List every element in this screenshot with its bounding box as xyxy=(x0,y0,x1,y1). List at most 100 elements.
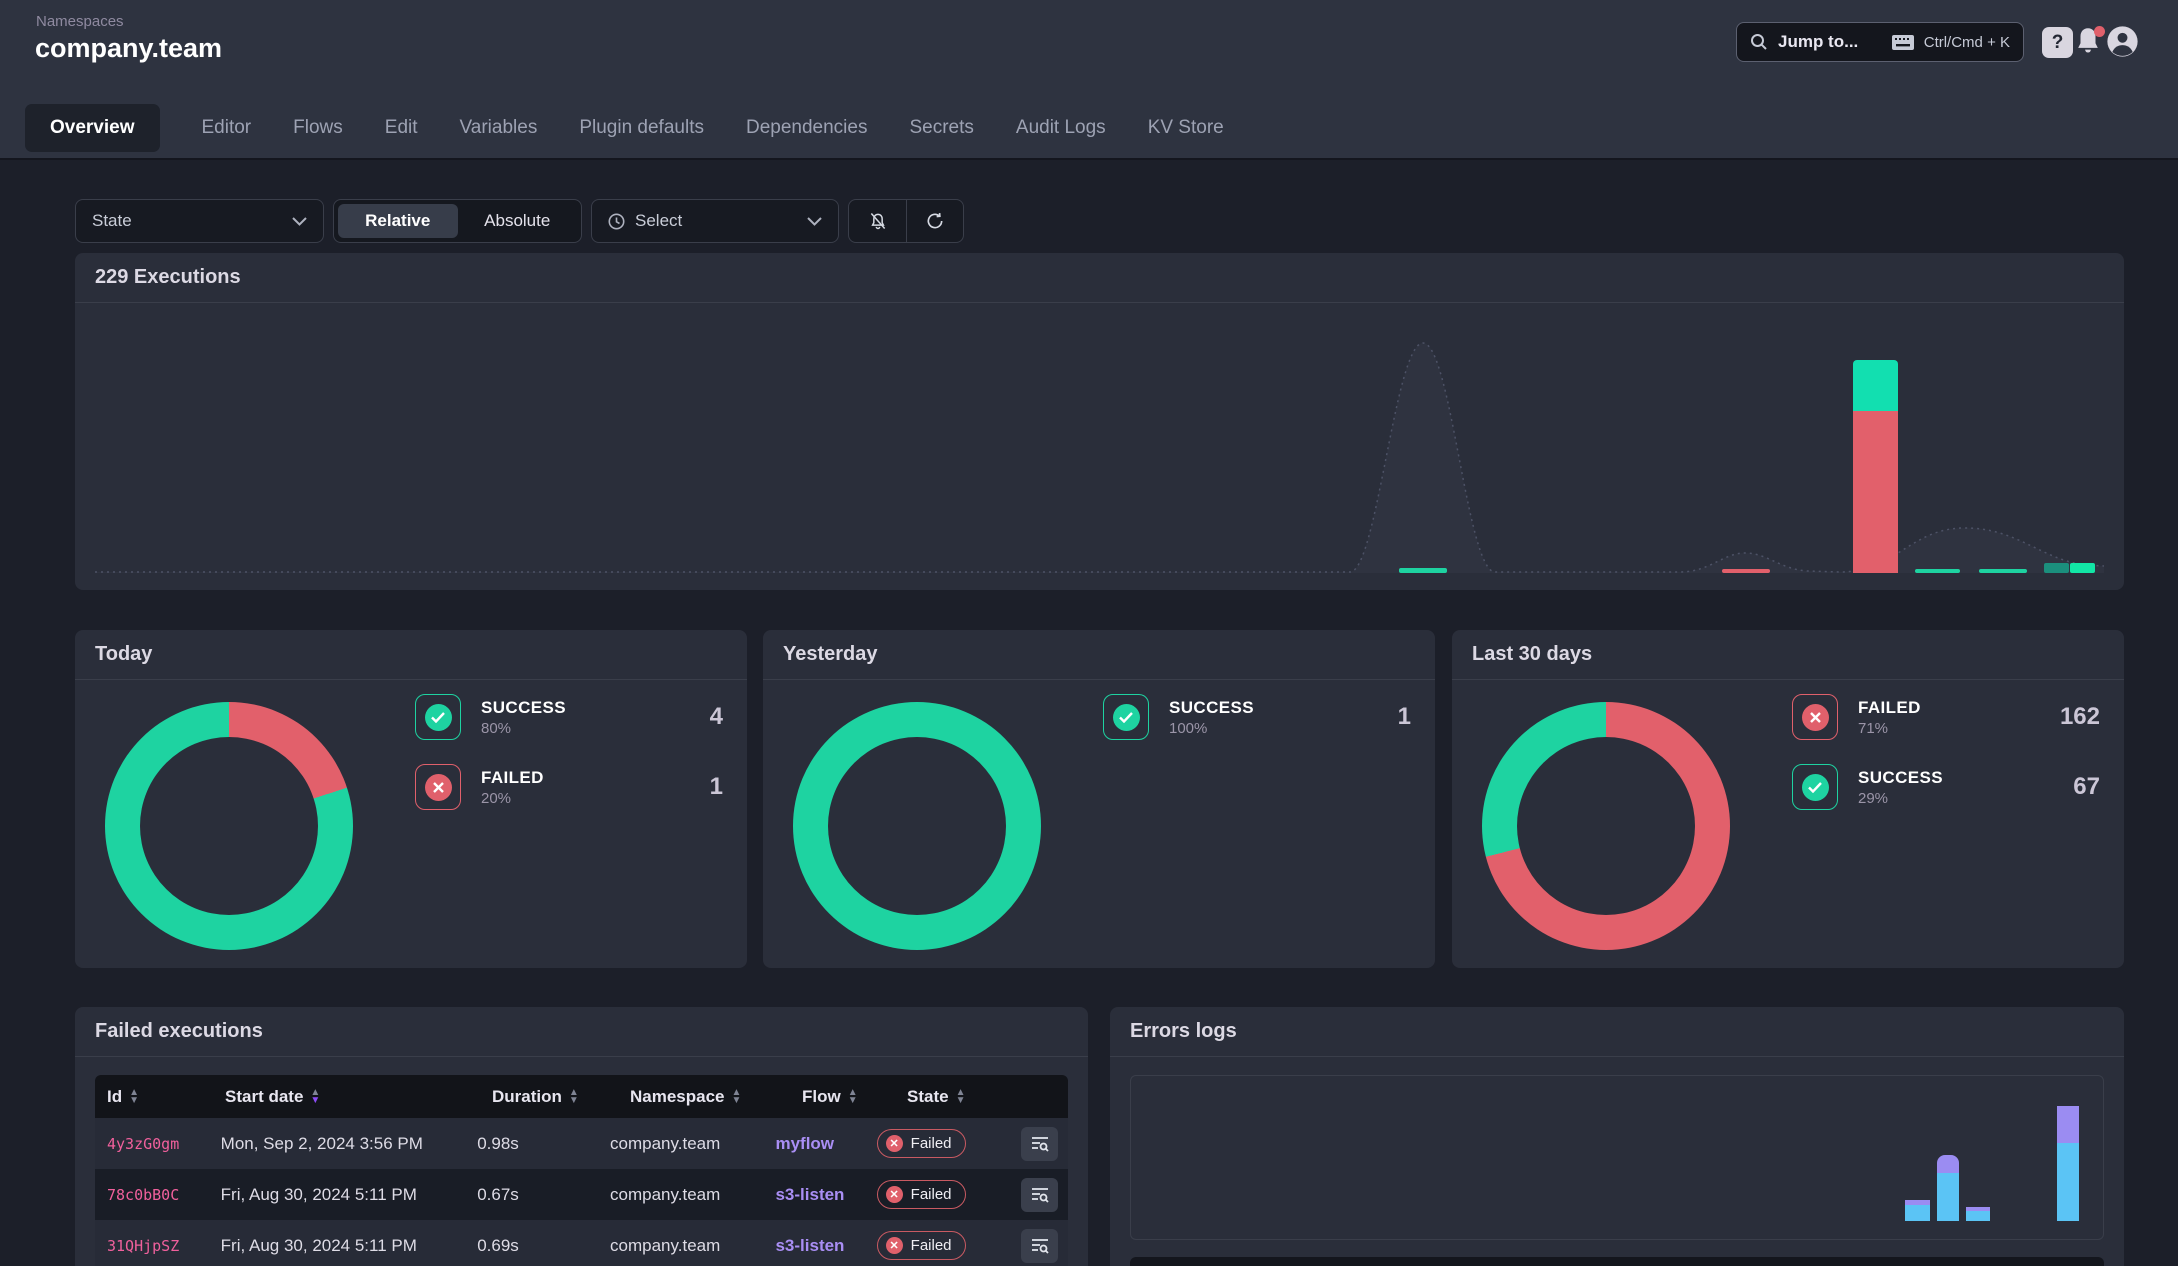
timeline-mark xyxy=(2043,563,2069,573)
flow-link[interactable]: myflow xyxy=(775,1133,835,1153)
absolute-toggle[interactable]: Absolute xyxy=(484,211,551,230)
last-30-days-donut-chart xyxy=(1482,702,1730,950)
tab-edit[interactable]: Edit xyxy=(384,117,418,138)
timeline-mark xyxy=(1915,569,1961,573)
failed-state-badge: ✕ Failed xyxy=(876,1231,966,1260)
search-placeholder: Jump to... xyxy=(1778,32,1859,51)
column-header-namespace[interactable]: Namespace ▲ ▼ xyxy=(630,1086,742,1106)
duration-curve xyxy=(95,342,2104,573)
execution-id-link[interactable]: 31QHjpSZ xyxy=(107,1236,180,1255)
tab-editor[interactable]: Editor xyxy=(201,117,252,138)
chevron-down-icon xyxy=(807,216,822,226)
tab-flows[interactable]: Flows xyxy=(293,117,343,138)
failed-x-icon xyxy=(1792,694,1838,740)
search-shortcut: Ctrl/Cmd + K xyxy=(1923,33,2010,51)
notifications-button[interactable] xyxy=(2074,26,2106,58)
log-level-bar xyxy=(1937,1155,1959,1221)
execution-row[interactable]: 78c0bB0C Fri, Aug 30, 2024 5:11 PM 0.67s… xyxy=(95,1169,1068,1220)
start-date-cell: Mon, Sep 2, 2024 3:56 PM xyxy=(220,1133,423,1153)
flow-link[interactable]: s3-listen xyxy=(775,1235,845,1255)
time-range-select[interactable]: Select xyxy=(591,199,839,243)
jump-to-search[interactable]: Jump to... Ctrl/Cmd + K xyxy=(1736,22,2024,62)
sort-icon: ▲ ▼ xyxy=(129,1086,140,1106)
refresh-button[interactable] xyxy=(906,200,963,242)
column-header-duration[interactable]: Duration ▲ ▼ xyxy=(492,1086,579,1106)
executions-timeline-chart xyxy=(95,303,2104,573)
sort-icon: ▲ ▼ xyxy=(310,1086,321,1106)
duration-cell: 0.98s xyxy=(477,1133,519,1153)
relative-toggle[interactable]: Relative xyxy=(338,204,458,238)
today-card: Today SUCCESS 80% 4 FAILED 20% 1 xyxy=(75,630,747,968)
tab-audit-logs[interactable]: Audit Logs xyxy=(1015,117,1106,138)
timeline-mark xyxy=(2069,563,2095,573)
help-button[interactable]: ? xyxy=(2042,27,2073,58)
execution-row[interactable]: 31QHjpSZ Fri, Aug 30, 2024 5:11 PM 0.69s… xyxy=(95,1220,1068,1266)
legend-pct: 29% xyxy=(1858,789,1889,807)
tab-secrets[interactable]: Secrets xyxy=(909,117,974,138)
tab-kv-store[interactable]: KV Store xyxy=(1147,117,1224,138)
auto-refresh-off-button[interactable] xyxy=(849,200,906,242)
chevron-down-icon xyxy=(292,216,307,226)
view-logs-button[interactable] xyxy=(1021,1177,1058,1212)
account-avatar[interactable] xyxy=(2106,25,2139,58)
executions-chart-title: 229 Executions xyxy=(95,266,241,288)
time-mode-toggle: Relative Absolute xyxy=(333,199,582,243)
legend-value: 1 xyxy=(1397,703,1411,730)
failed-x-icon xyxy=(415,764,461,810)
failed-executions-title: Failed executions xyxy=(95,1020,263,1042)
execution-id-link[interactable]: 4y3zG0gm xyxy=(107,1134,180,1153)
sort-icon: ▲ ▼ xyxy=(568,1086,579,1106)
log-level-bar xyxy=(1966,1207,1990,1221)
log-level-bar xyxy=(1905,1200,1930,1221)
log-level-bar xyxy=(2057,1106,2079,1221)
log-search-icon xyxy=(1031,1238,1049,1254)
failed-executions-table: Id ▲ ▼ Start date ▲ ▼ Duration ▲ ▼ Namespac… xyxy=(95,1075,1068,1266)
legend-row-failed: FAILED 71% 162 xyxy=(1792,694,2100,740)
legend-label: SUCCESS xyxy=(1169,697,1254,717)
yesterday-donut-chart xyxy=(793,702,1041,950)
sort-icon: ▲ ▼ xyxy=(955,1086,966,1106)
timeline-stacked-bar[interactable] xyxy=(1852,360,1898,573)
keyboard-icon xyxy=(1891,34,1914,50)
legend-label: FAILED xyxy=(481,767,544,787)
tab-dependencies[interactable]: Dependencies xyxy=(745,117,868,138)
log-entry-row[interactable] xyxy=(1130,1257,2104,1266)
column-header-state[interactable]: State ▲ ▼ xyxy=(907,1086,966,1106)
execution-id-link[interactable]: 78c0bB0C xyxy=(107,1185,180,1204)
legend-pct: 100% xyxy=(1169,719,1208,737)
column-header-id[interactable]: Id ▲ ▼ xyxy=(107,1086,140,1106)
refresh-icon xyxy=(927,213,943,229)
log-search-icon xyxy=(1031,1136,1049,1152)
legend-pct: 20% xyxy=(481,789,512,807)
errors-logs-card: Errors logs xyxy=(1110,1007,2124,1266)
legend-row-success: SUCCESS 100% 1 xyxy=(1103,694,1411,740)
tab-plugin-defaults[interactable]: Plugin defaults xyxy=(579,117,704,138)
tab-variables[interactable]: Variables xyxy=(459,117,538,138)
today-title: Today xyxy=(95,643,153,665)
top-bar: Namespaces company.team Jump to... Ctrl/… xyxy=(0,0,2178,160)
errors-logs-chart xyxy=(1130,1075,2104,1240)
notification-dot xyxy=(2094,26,2105,37)
legend-label: SUCCESS xyxy=(1858,767,1943,787)
bar-failed-segment xyxy=(1852,411,1898,573)
breadcrumb[interactable]: Namespaces xyxy=(36,13,124,30)
legend-row-success: SUCCESS 80% 4 xyxy=(415,694,723,740)
view-logs-button[interactable] xyxy=(1021,1228,1058,1263)
state-filter-select[interactable]: State xyxy=(75,199,324,243)
legend-value: 162 xyxy=(2059,703,2100,730)
execution-row[interactable]: 4y3zG0gm Mon, Sep 2, 2024 3:56 PM 0.98s … xyxy=(95,1118,1068,1169)
failed-executions-card: Failed executions Id ▲ ▼ Start date ▲ ▼ Du… xyxy=(75,1007,1088,1266)
flow-link[interactable]: s3-listen xyxy=(775,1184,845,1204)
log-search-icon xyxy=(1031,1187,1049,1203)
errors-logs-title: Errors logs xyxy=(1130,1020,1237,1042)
legend-label: SUCCESS xyxy=(481,697,566,717)
bar-success-segment xyxy=(1852,360,1898,412)
legend-row-failed: FAILED 20% 1 xyxy=(415,764,723,810)
tab-overview[interactable]: Overview xyxy=(25,104,160,152)
search-icon xyxy=(1750,33,1768,51)
success-check-icon xyxy=(1792,764,1838,810)
namespace-tabs: Overview Editor Flows Edit Variables Plu… xyxy=(25,104,1224,152)
column-header-flow[interactable]: Flow ▲ ▼ xyxy=(802,1086,858,1106)
view-logs-button[interactable] xyxy=(1021,1126,1058,1161)
column-header-start-date[interactable]: Start date ▲ ▼ xyxy=(225,1086,321,1106)
